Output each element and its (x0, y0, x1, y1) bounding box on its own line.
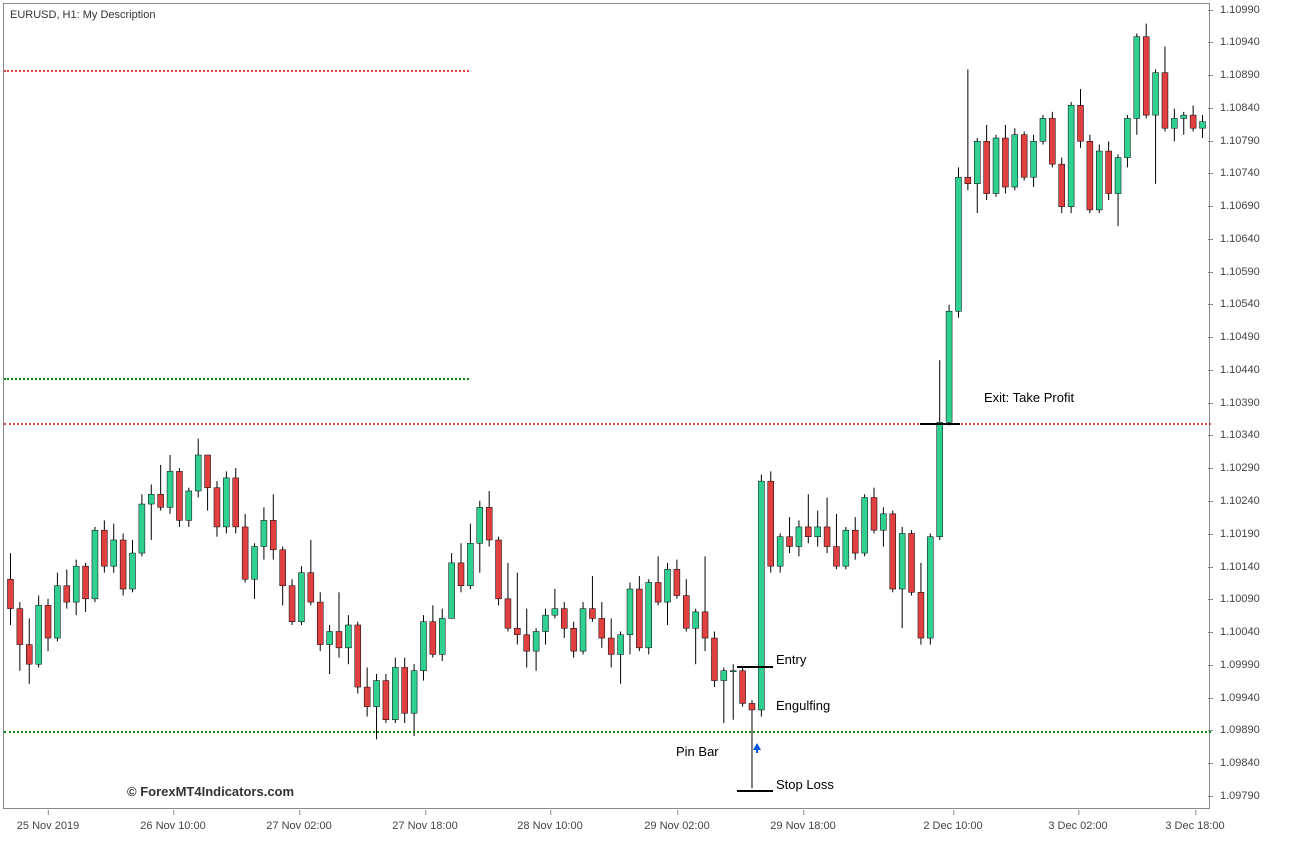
y-tick: 1.10090 (1220, 593, 1260, 605)
y-tick: 1.09840 (1220, 757, 1260, 769)
y-tick: 1.10540 (1220, 298, 1260, 310)
y-tick: 1.09990 (1220, 659, 1260, 671)
y-tick: 1.10990 (1220, 4, 1260, 16)
x-tick: 29 Nov 18:00 (770, 820, 835, 832)
y-tick: 1.10590 (1220, 266, 1260, 278)
x-tick: 25 Nov 2019 (17, 820, 79, 832)
y-tick: 1.10840 (1220, 102, 1260, 114)
signal-arrow-icon (753, 743, 761, 750)
x-tick: 29 Nov 02:00 (644, 820, 709, 832)
y-tick: 1.10040 (1220, 626, 1260, 638)
y-tick: 1.10890 (1220, 69, 1260, 81)
chart-container: EURUSD, H1: My Description © ForexMT4Ind… (0, 0, 1290, 852)
y-tick: 1.10440 (1220, 364, 1260, 376)
x-tick: 27 Nov 18:00 (392, 820, 457, 832)
horizontal-level-line (4, 731, 1211, 733)
marker-line (737, 790, 773, 792)
marker-label: Stop Loss (776, 777, 834, 792)
x-tick: 2 Dec 10:00 (923, 820, 982, 832)
x-tick: 28 Nov 10:00 (517, 820, 582, 832)
y-tick: 1.10140 (1220, 561, 1260, 573)
y-tick: 1.10640 (1220, 233, 1260, 245)
horizontal-level-line (4, 378, 469, 380)
y-tick: 1.10740 (1220, 167, 1260, 179)
watermark: © ForexMT4Indicators.com (127, 784, 294, 799)
marker-line (920, 423, 960, 425)
y-tick: 1.10790 (1220, 135, 1260, 147)
y-tick: 1.10490 (1220, 331, 1260, 343)
x-axis: 25 Nov 2019 26 Nov 10:00 27 Nov 02:00 27 No… (3, 812, 1210, 852)
y-tick: 1.10340 (1220, 429, 1260, 441)
y-tick: 1.09790 (1220, 790, 1260, 802)
y-axis: 1.09790 1.09840 1.09890 1.09940 1.09990 1.100… (1212, 3, 1290, 809)
y-tick: 1.09890 (1220, 724, 1260, 736)
text-annotation: Pin Bar (676, 744, 719, 759)
y-tick: 1.10190 (1220, 528, 1260, 540)
horizontal-level-line (4, 423, 1211, 425)
x-tick: 3 Dec 18:00 (1165, 820, 1224, 832)
y-tick: 1.10940 (1220, 36, 1260, 48)
marker-label: Exit: Take Profit (984, 390, 1074, 405)
y-tick: 1.10290 (1220, 462, 1260, 474)
x-tick: 3 Dec 02:00 (1048, 820, 1107, 832)
candlestick-series (4, 4, 1209, 808)
marker-label: Entry (776, 652, 806, 667)
x-tick: 27 Nov 02:00 (266, 820, 331, 832)
chart-plot-area[interactable]: EURUSD, H1: My Description © ForexMT4Ind… (3, 3, 1210, 809)
y-tick: 1.10390 (1220, 397, 1260, 409)
x-tick: 26 Nov 10:00 (140, 820, 205, 832)
y-tick: 1.09940 (1220, 692, 1260, 704)
text-annotation: Engulfing (776, 698, 830, 713)
horizontal-level-line (4, 70, 469, 72)
y-tick: 1.10240 (1220, 495, 1260, 507)
marker-line (737, 666, 773, 668)
y-tick: 1.10690 (1220, 200, 1260, 212)
